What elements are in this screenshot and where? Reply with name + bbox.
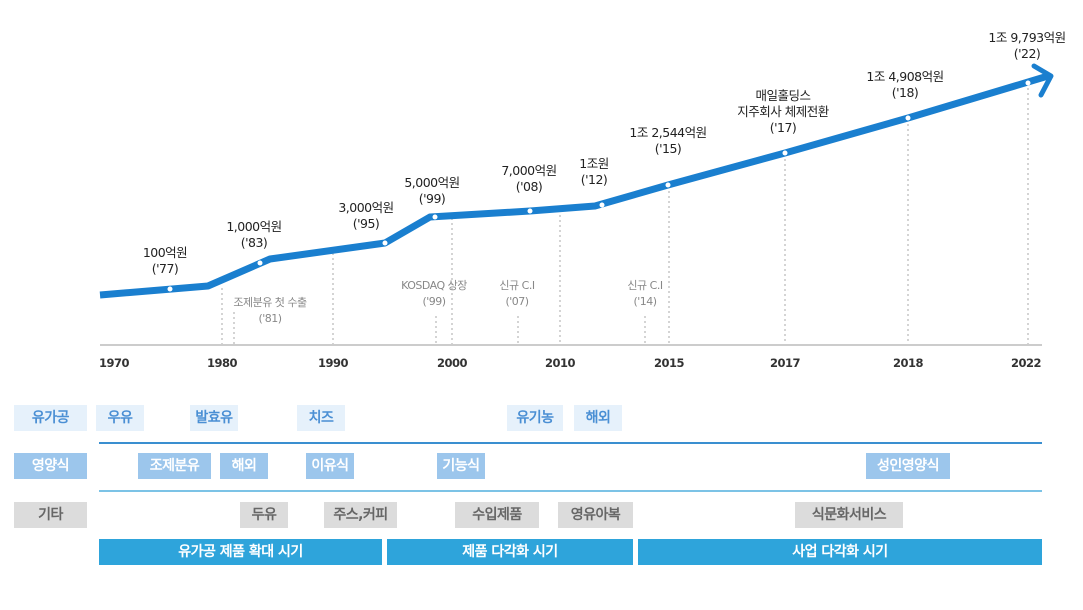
year-label: 1990 <box>317 356 349 370</box>
revenue-line <box>99 72 1050 299</box>
milestone-15: 1조 2,544억원 ('15) <box>629 125 707 156</box>
tag-juice-coffee: 주스,커피 <box>324 502 397 528</box>
period-dairy-expansion: 유가공 제품 확대 시기 <box>99 539 382 565</box>
tag-milk: 우유 <box>96 405 144 431</box>
tag-fermented: 발효유 <box>190 405 238 431</box>
tag-imports: 수입제품 <box>455 502 539 528</box>
milestone-77: 100억원 ('77) <box>142 245 188 276</box>
period-business-diversification: 사업 다각화 시기 <box>638 539 1042 565</box>
milestone-08: 7,000억원 ('08) <box>501 163 557 194</box>
note-99: KOSDAQ 상장 ('99) <box>401 279 467 308</box>
dot-18 <box>905 115 911 121</box>
year-label: 2015 <box>653 356 685 370</box>
milestone-12: 1조원 ('12) <box>579 156 609 187</box>
dot-77 <box>167 286 173 292</box>
row-divider <box>99 442 1042 444</box>
year-label: 1980 <box>206 356 238 370</box>
dot-17 <box>782 150 788 156</box>
arrow-head-icon <box>1031 63 1054 98</box>
tag-overseas: 해외 <box>574 405 622 431</box>
dot-99 <box>432 214 438 220</box>
milestone-95: 3,000억원 ('95) <box>338 200 394 231</box>
year-label: 2018 <box>892 356 924 370</box>
year-label: 2022 <box>1010 356 1042 370</box>
row-label-nutrition: 영양식 <box>14 453 87 479</box>
row-label-other: 기타 <box>14 502 87 528</box>
note-81: 조제분유 첫 수출 ('81) <box>233 296 307 325</box>
tag-soymilk: 두유 <box>240 502 288 528</box>
milestone-18: 1조 4,908억원 ('18) <box>866 69 944 100</box>
year-label: 1970 <box>98 356 130 370</box>
milestone-17: 매일홀딩스 지주회사 체제전환 ('17) <box>737 88 829 135</box>
row-divider <box>99 490 1042 492</box>
note-14: 신규 C.I ('14) <box>627 279 663 308</box>
tag-cheese: 치즈 <box>297 405 345 431</box>
tag-baby-food: 이유식 <box>306 453 354 479</box>
dot-95 <box>382 240 388 246</box>
milestone-83: 1,000억원 ('83) <box>226 219 282 250</box>
tag-overseas: 해외 <box>220 453 268 479</box>
tag-formula: 조제분유 <box>138 453 211 479</box>
dot-08 <box>527 208 533 214</box>
dot-12 <box>599 202 605 208</box>
note-07: 신규 C.I ('07) <box>499 279 535 308</box>
dot-22 <box>1025 80 1031 86</box>
tag-baby-clothes: 영유아복 <box>558 502 633 528</box>
tag-functional: 기능식 <box>437 453 485 479</box>
tag-organic: 유기농 <box>507 405 563 431</box>
year-label: 2000 <box>436 356 468 370</box>
year-label: 2017 <box>769 356 801 370</box>
year-label: 2010 <box>544 356 576 370</box>
milestone-99: 5,000억원 ('99) <box>404 175 460 206</box>
row-label-dairy: 유가공 <box>14 405 87 431</box>
dot-15 <box>665 182 671 188</box>
period-product-diversification: 제품 다각화 시기 <box>387 539 633 565</box>
milestone-22: 1조 9,793억원 ('22) <box>988 30 1066 61</box>
tag-adult-nutrition: 성인영양식 <box>866 453 950 479</box>
dot-83 <box>257 260 263 266</box>
milestone-dots <box>167 80 1031 292</box>
tag-food-service: 식문화서비스 <box>795 502 903 528</box>
guide-lines <box>221 83 1029 344</box>
